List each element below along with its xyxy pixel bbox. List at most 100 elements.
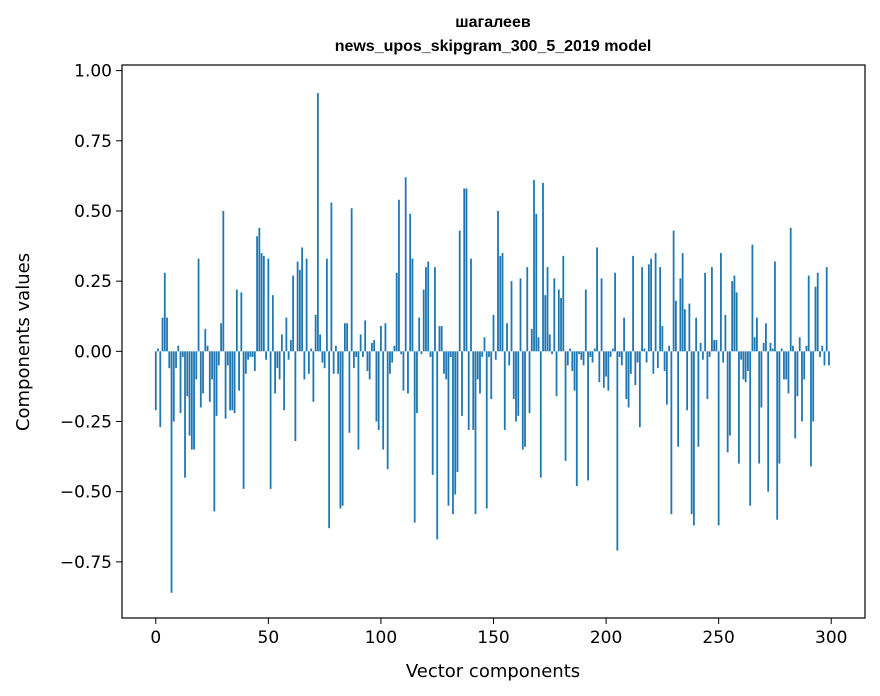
bar: [220, 323, 222, 352]
bar: [411, 258, 414, 352]
bar: [780, 348, 783, 352]
bar: [562, 255, 565, 352]
bar: [181, 351, 184, 357]
bar: [668, 345, 671, 352]
bar: [823, 351, 826, 366]
bar: [341, 351, 344, 506]
bar: [163, 272, 166, 352]
bar: [578, 351, 580, 355]
bar: [591, 351, 594, 363]
bar: [789, 227, 792, 352]
bar: [582, 351, 585, 366]
bar: [416, 351, 418, 414]
bar: [805, 345, 808, 352]
bar: [492, 314, 495, 352]
y-axis-ticks: 1.00 0.75 0.50 0.25 0.00 −0.25 −0.50 −0.75: [60, 62, 122, 573]
bar: [283, 351, 286, 411]
bar: [224, 351, 227, 419]
bar: [801, 351, 803, 422]
bar: [398, 199, 400, 352]
bar: [172, 351, 175, 422]
bar: [650, 258, 653, 352]
bar: [713, 340, 716, 352]
bar: [580, 351, 583, 360]
bar: [760, 351, 763, 408]
bar: [643, 348, 646, 352]
bar: [271, 295, 274, 352]
bar: [751, 244, 754, 352]
bar: [316, 93, 319, 352]
bar: [323, 351, 326, 369]
bar: [375, 351, 378, 422]
bar: [733, 275, 736, 352]
bar: [587, 351, 589, 481]
bar: [512, 351, 515, 400]
bar: [645, 351, 648, 363]
bar: [584, 289, 587, 352]
bar: [445, 351, 448, 380]
x-tick-label: 0: [150, 628, 161, 648]
plot-frame: [121, 64, 866, 619]
bar: [611, 348, 614, 352]
bar: [195, 351, 198, 380]
bar: [683, 309, 686, 352]
bar: [474, 351, 477, 515]
bar: [197, 258, 200, 352]
bar: [776, 351, 779, 520]
bar: [321, 351, 324, 363]
bar: [620, 351, 623, 366]
bar: [681, 253, 684, 352]
bar: [362, 351, 364, 357]
bar: [276, 351, 279, 369]
bar: [695, 317, 698, 352]
bar: [233, 351, 236, 414]
bar: [686, 351, 689, 411]
bar: [814, 286, 817, 352]
bar: [769, 342, 772, 352]
bar: [154, 351, 157, 411]
bar: [634, 351, 637, 386]
bar: [629, 351, 632, 374]
bar: [481, 351, 484, 357]
bar: [465, 188, 468, 352]
bar: [458, 230, 461, 352]
bar: [373, 340, 376, 352]
bar: [729, 351, 731, 436]
bar: [738, 351, 740, 464]
x-axis-label: Vector components: [406, 661, 580, 682]
bar: [274, 351, 276, 394]
bar: [400, 351, 403, 355]
bar: [242, 351, 245, 489]
bar: [247, 351, 249, 360]
bar: [767, 351, 770, 492]
bar: [328, 351, 331, 529]
bar: [742, 351, 745, 380]
bar: [747, 351, 749, 371]
bar: [190, 351, 193, 450]
bar: [179, 351, 182, 414]
bar: [485, 351, 488, 509]
bar: [519, 278, 522, 352]
bar: [193, 351, 195, 450]
bar: [177, 345, 180, 352]
bar: [296, 261, 299, 352]
bar: [357, 351, 360, 450]
bar: [778, 351, 781, 464]
chart-title-line1: шагалеев: [455, 14, 531, 31]
bar: [524, 351, 526, 447]
x-tick-label: 50: [258, 628, 280, 648]
bar: [409, 213, 412, 352]
bar: [774, 261, 776, 352]
bar: [607, 351, 610, 391]
bar: [389, 351, 391, 374]
bar: [186, 351, 189, 397]
bar: [533, 180, 535, 352]
y-tick-label: 0.75: [74, 132, 112, 152]
bar: [222, 210, 225, 352]
bar: [393, 345, 396, 352]
bar: [828, 351, 830, 366]
bar: [483, 337, 486, 352]
bar: [476, 351, 479, 380]
bar: [344, 323, 346, 352]
